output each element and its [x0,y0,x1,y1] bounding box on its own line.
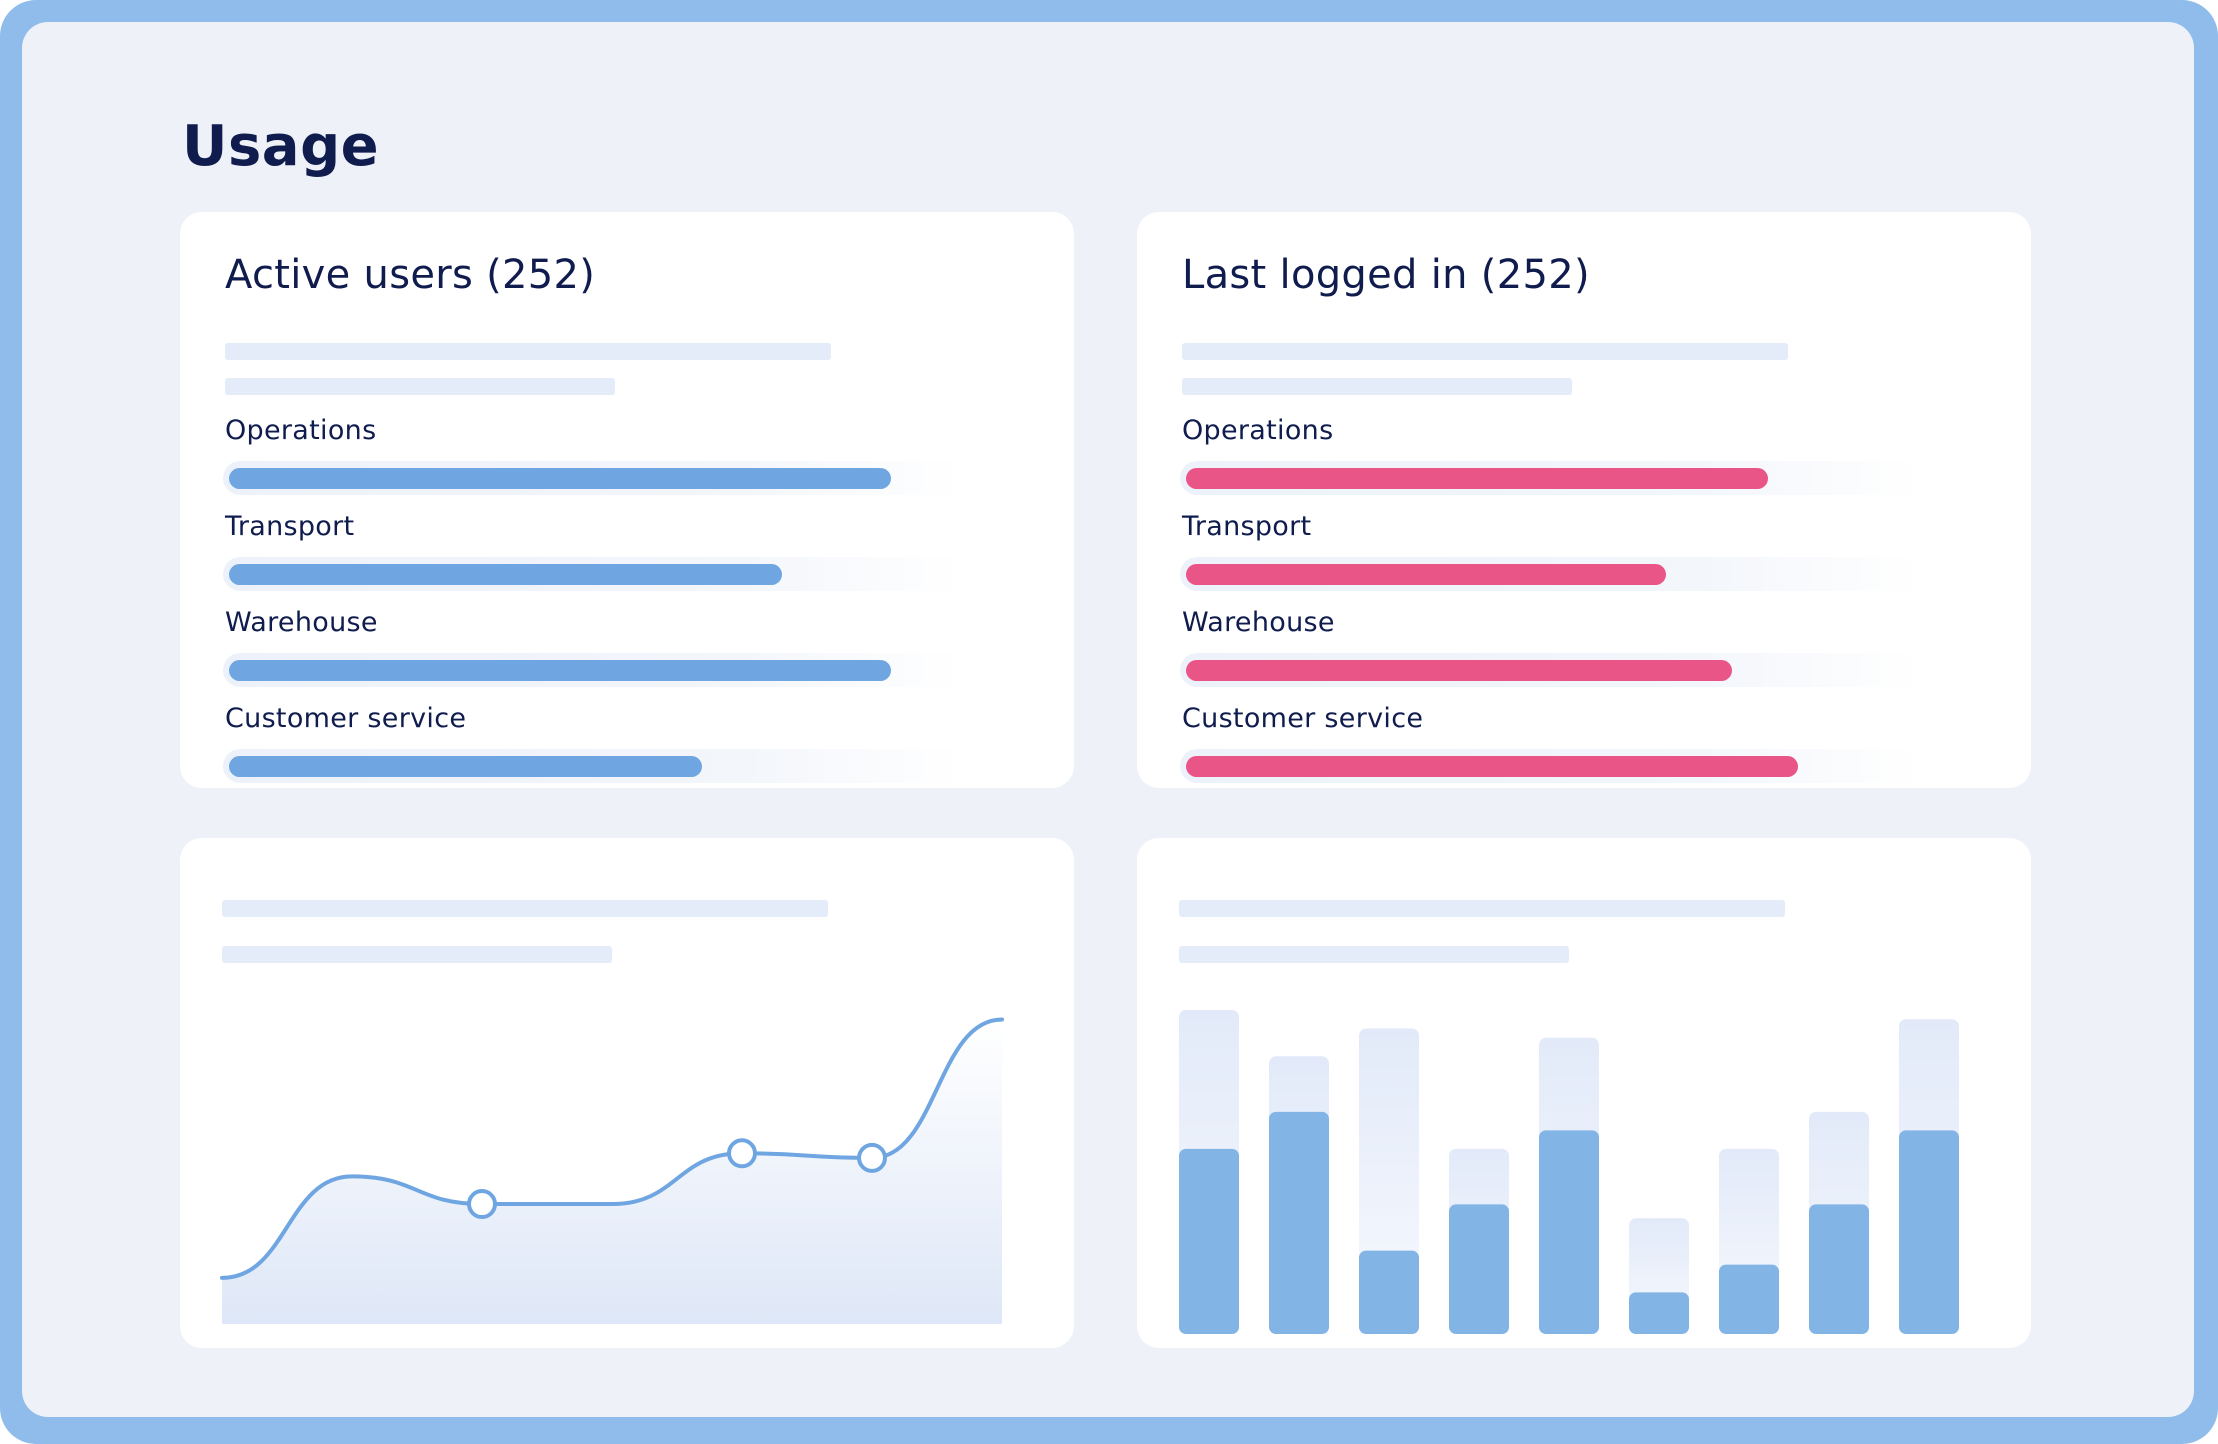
metric-bar-transport [229,564,782,585]
metric-track-transport [223,557,963,591]
column-bar [1629,1292,1689,1334]
metric-label-operations: Operations [225,415,377,446]
metric-bar-warehouse [1186,660,1732,681]
metric-track-operations [1180,461,1920,495]
column-bar [1719,1264,1779,1334]
area-chart [220,1017,1004,1324]
metric-track-warehouse [1180,653,1920,687]
metric-bar-operations [1186,468,1768,489]
metric-track-operations [223,461,963,495]
data-point-marker [727,1138,757,1169]
metric-bar-warehouse [229,660,891,681]
active-users-card: Active users (252) Operations Transport … [180,212,1074,788]
placeholder-line [222,946,612,963]
placeholder-line [225,343,831,360]
area-fill [222,1019,1002,1324]
metric-bar-operations [229,468,891,489]
metric-label-customer-service: Customer service [1182,703,1424,734]
placeholder-line [1182,378,1572,395]
placeholder-line [1179,946,1569,963]
trend-chart-card [180,838,1074,1348]
metric-label-operations: Operations [1182,415,1334,446]
column-bar [1899,1130,1959,1334]
column-bar [1269,1111,1329,1334]
metric-track-transport [1180,557,1920,591]
last-logged-in-title: Last logged in (252) [1182,252,1590,298]
column-bar [1539,1130,1599,1334]
metric-bar-transport [1186,564,1666,585]
last-logged-in-card: Last logged in (252) Operations Transpor… [1137,212,2031,788]
placeholder-line [1182,343,1788,360]
column-chart [1179,1010,1959,1334]
metric-label-customer-service: Customer service [225,703,467,734]
column-bar [1179,1148,1239,1334]
metric-track-warehouse [223,653,963,687]
data-point-marker [467,1189,497,1220]
placeholder-line [222,900,828,917]
column-bar [1449,1204,1509,1334]
dashboard-canvas: Usage Active users (252) Operations Tran… [22,22,2194,1417]
metric-bar-customer-service [1186,756,1798,777]
column-bar [1809,1204,1869,1334]
metric-label-warehouse: Warehouse [225,607,378,638]
page-title: Usage [182,114,380,179]
placeholder-line [225,378,615,395]
metric-label-transport: Transport [225,511,355,542]
metric-label-transport: Transport [1182,511,1312,542]
series-line [220,1017,1004,1280]
metric-bar-customer-service [229,756,702,777]
column-bar [1359,1250,1419,1334]
metric-track-customer-service [1180,749,1920,783]
data-point-marker [857,1142,887,1173]
active-users-title: Active users (252) [225,252,596,298]
placeholder-line [1179,900,1785,917]
column-chart-card [1137,838,2031,1348]
metric-track-customer-service [223,749,963,783]
metric-label-warehouse: Warehouse [1182,607,1335,638]
